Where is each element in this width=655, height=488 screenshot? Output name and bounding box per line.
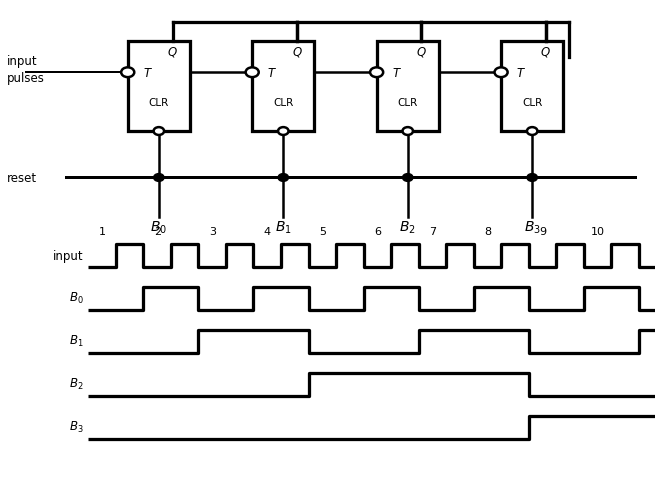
Text: $Q$: $Q$	[291, 45, 303, 60]
Text: $B_0$: $B_0$	[151, 219, 167, 235]
Circle shape	[278, 174, 289, 182]
Text: reset: reset	[7, 172, 37, 184]
Text: 9: 9	[539, 226, 546, 236]
Text: 10: 10	[590, 226, 605, 236]
Circle shape	[495, 68, 508, 78]
Text: 1: 1	[99, 226, 105, 236]
Text: $Q$: $Q$	[167, 45, 178, 60]
Text: $B_1$: $B_1$	[69, 334, 84, 348]
Circle shape	[278, 128, 289, 136]
Text: $B_2$: $B_2$	[400, 219, 416, 235]
Text: 5: 5	[319, 226, 326, 236]
Bar	[501, 41, 563, 132]
Text: CLR: CLR	[398, 98, 418, 108]
Text: 6: 6	[374, 226, 381, 236]
Circle shape	[153, 174, 164, 182]
Text: 2: 2	[154, 226, 160, 236]
Bar	[377, 41, 439, 132]
Text: CLR: CLR	[273, 98, 293, 108]
Circle shape	[246, 68, 259, 78]
Text: 8: 8	[484, 226, 491, 236]
Circle shape	[402, 174, 413, 182]
Text: 4: 4	[264, 226, 271, 236]
Text: $T$: $T$	[392, 66, 402, 80]
Text: $B_3$: $B_3$	[524, 219, 540, 235]
Bar	[252, 41, 314, 132]
Text: 7: 7	[429, 226, 436, 236]
Circle shape	[121, 68, 134, 78]
Circle shape	[370, 68, 383, 78]
Circle shape	[527, 174, 537, 182]
Text: input: input	[7, 55, 37, 68]
Text: $B_2$: $B_2$	[69, 377, 84, 391]
Text: 3: 3	[209, 226, 215, 236]
Bar	[128, 41, 190, 132]
Circle shape	[402, 128, 413, 136]
Text: pulses: pulses	[7, 72, 45, 85]
Text: $T$: $T$	[267, 66, 277, 80]
Text: $Q$: $Q$	[540, 45, 552, 60]
Text: $B_1$: $B_1$	[275, 219, 291, 235]
Text: $T$: $T$	[516, 66, 526, 80]
Text: $B_0$: $B_0$	[69, 291, 84, 305]
Text: $Q$: $Q$	[416, 45, 427, 60]
Text: CLR: CLR	[149, 98, 169, 108]
Circle shape	[527, 128, 537, 136]
Text: input: input	[53, 250, 84, 263]
Circle shape	[153, 128, 164, 136]
Text: $T$: $T$	[143, 66, 153, 80]
Text: $B_3$: $B_3$	[69, 420, 84, 434]
Text: CLR: CLR	[522, 98, 542, 108]
